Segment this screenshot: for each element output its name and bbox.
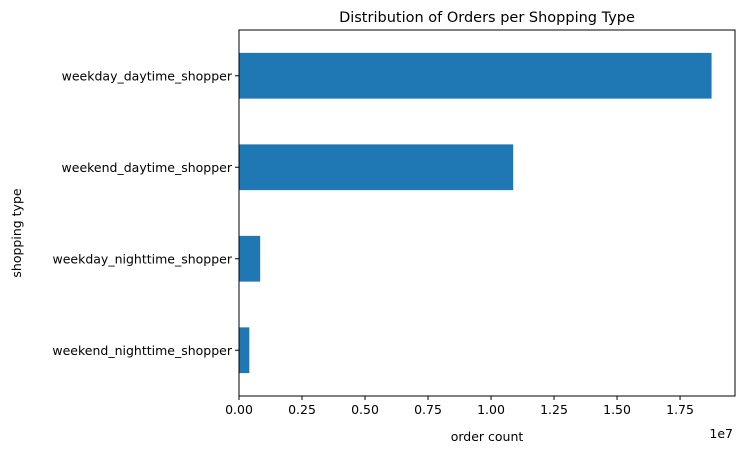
x-tick-label: 1.00 xyxy=(477,402,505,417)
bar-weekday_daytime_shopper xyxy=(239,52,712,99)
x-tick-label: 1.25 xyxy=(540,402,568,417)
x-tick-label: 1.75 xyxy=(666,402,694,417)
x-tick-label: 1.50 xyxy=(603,402,631,417)
y-tick-label: weekend_nighttime_shopper xyxy=(52,343,232,358)
chart-title: Distribution of Orders per Shopping Type xyxy=(339,10,635,26)
x-tick-label: 0.50 xyxy=(351,402,379,417)
x-tick-label: 0.75 xyxy=(414,402,442,417)
x-tick-label: 0.00 xyxy=(225,402,253,417)
x-axis-label: order count xyxy=(451,429,524,444)
y-axis-label: shopping type xyxy=(9,188,24,277)
x-tick-label: 0.25 xyxy=(288,402,316,417)
x-axis-offset-label: 1e7 xyxy=(709,426,733,441)
plot-frame xyxy=(238,29,736,397)
bar-weekday_nighttime_shopper xyxy=(239,235,261,282)
bar-weekend_nighttime_shopper xyxy=(239,327,250,374)
axes-layer xyxy=(238,29,736,397)
bars-layer xyxy=(239,52,712,374)
y-tick-label: weekend_daytime_shopper xyxy=(62,160,233,175)
y-tick-label: weekday_daytime_shopper xyxy=(62,68,233,83)
bar-weekend_daytime_shopper xyxy=(239,144,514,191)
y-tick-label: weekday_nighttime_shopper xyxy=(52,251,232,266)
ticks-layer: weekday_daytime_shopper weekend_daytime_s… xyxy=(52,68,694,417)
